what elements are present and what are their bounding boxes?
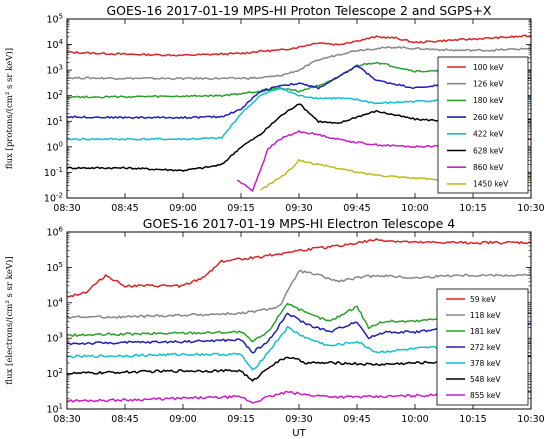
y-tick-label: 101: [46, 403, 63, 416]
y-tick-label: 102: [46, 367, 63, 380]
x-tick-label: 09:00: [169, 414, 196, 425]
legend-entry: 180 keV: [473, 96, 504, 105]
x-tick-label: 09:00: [169, 203, 196, 214]
legend-entry: 1450 keV: [473, 180, 509, 189]
x-tick-label: 09:30: [285, 203, 312, 214]
x-tick-label: 10:15: [459, 414, 486, 425]
y-tick-label: 104: [46, 296, 63, 309]
legend-entry: 59 keV: [470, 295, 497, 304]
x-tick-label: 08:30: [53, 414, 80, 425]
x-tick-label: 09:15: [227, 203, 254, 214]
proton-chart: GOES-16 2017-01-19 MPS-HI Proton Telesco…: [4, 3, 545, 214]
legend-entry: 272 keV: [470, 343, 501, 352]
legend-entry: 860 keV: [473, 163, 504, 172]
x-axis-label: UT: [292, 428, 306, 439]
legend-entry: 126 keV: [473, 80, 504, 89]
y-axis-label: flux [protons/(cm² s sr keV)]: [4, 48, 15, 169]
legend-entry: 100 keV: [473, 63, 504, 72]
y-tick-label: 101: [46, 115, 63, 128]
x-tick-label: 10:30: [517, 414, 544, 425]
chart-title: GOES-16 2017-01-19 MPS-HI Proton Telesco…: [106, 3, 491, 18]
legend-entry: 118 keV: [470, 311, 501, 320]
x-tick-label: 08:30: [53, 203, 80, 214]
x-tick-label: 09:15: [227, 414, 254, 425]
series-line-59-kev: [67, 238, 531, 298]
legend-entry: 548 keV: [470, 375, 501, 384]
electron-chart: GOES-16 2017-01-19 MPS-HI Electron Teles…: [4, 216, 545, 439]
x-tick-label: 10:15: [459, 203, 486, 214]
legend: 100 keV 126 keV 180 keV 260 keV 422 keV 628 k…: [437, 56, 529, 194]
legend-entry: 378 keV: [470, 359, 501, 368]
y-tick-label: 102: [46, 89, 63, 102]
legend-entry: 181 keV: [470, 327, 501, 336]
x-tick-label: 09:30: [285, 414, 312, 425]
x-tick-label: 10:00: [401, 414, 428, 425]
legend: 59 keV 118 keV 181 keV 272 keV 378 keV 548 ke…: [436, 288, 529, 406]
chart-title: GOES-16 2017-01-19 MPS-HI Electron Teles…: [143, 216, 455, 231]
x-tick-label: 10:30: [517, 203, 544, 214]
x-tick-label: 10:00: [401, 203, 428, 214]
y-tick-label: 10-1: [44, 166, 63, 179]
x-tick-label: 09:45: [343, 414, 370, 425]
legend-entry: 855 keV: [470, 391, 501, 400]
y-tick-label: 104: [46, 38, 63, 51]
y-tick-label: 106: [46, 226, 63, 239]
y-axis-label: flux [electrons/(cm² s sr keV)]: [4, 256, 15, 384]
y-tick-label: 103: [46, 64, 63, 77]
y-tick-label: 10-2: [44, 192, 63, 205]
series-line-118-kev: [67, 269, 531, 319]
y-tick-label: 103: [46, 332, 63, 345]
legend-entry: 422 keV: [473, 130, 504, 139]
x-tick-label: 08:45: [111, 203, 138, 214]
legend-entry: 628 keV: [473, 146, 504, 155]
series-line-126-kev: [67, 46, 531, 81]
x-tick-label: 09:45: [343, 203, 370, 214]
series-line-100-kev: [67, 34, 531, 57]
legend-entry: 260 keV: [473, 113, 504, 122]
x-tick-label: 08:45: [111, 414, 138, 425]
y-tick-label: 105: [46, 261, 63, 274]
y-tick-label: 105: [46, 13, 63, 26]
y-tick-label: 100: [46, 140, 63, 153]
